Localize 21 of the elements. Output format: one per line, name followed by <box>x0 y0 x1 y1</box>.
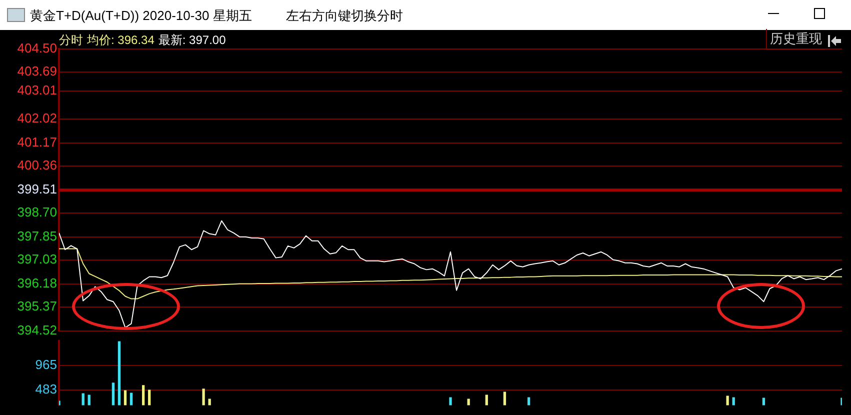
text: 最新: 397.00 <box>158 32 226 49</box>
y-tick-label: 396.18 <box>17 276 57 291</box>
y-tick-label: 400.36 <box>17 158 57 173</box>
y-tick-label: 398.70 <box>17 204 57 220</box>
chart-title: 黄金T+D(Au(T+D)) 2020-10-30 星期五 <box>30 7 252 25</box>
y-tick-label: 404.50 <box>17 40 57 56</box>
text: 分时 <box>59 32 83 49</box>
y-tick-label: 397.85 <box>17 228 57 244</box>
y-tick-label: 402.02 <box>17 110 57 126</box>
chart-subtitle: 左右方向键切换分时 <box>286 7 403 25</box>
y-tick-label: 394.52 <box>17 322 57 338</box>
text: 历史重现 <box>766 29 825 50</box>
y-tick-label: 397.03 <box>17 252 57 267</box>
y-tick-label: 395.37 <box>17 298 57 314</box>
y-tick-label: 401.17 <box>17 134 57 150</box>
y-tick-label: 403.01 <box>17 82 57 98</box>
y-tick-label: 483 <box>35 381 57 396</box>
text: 均价: 396.34 <box>87 32 154 49</box>
y-tick-label: 403.69 <box>17 63 57 78</box>
y-tick-label: 965 <box>35 357 57 372</box>
y-tick-label: 399.51 <box>17 182 57 197</box>
